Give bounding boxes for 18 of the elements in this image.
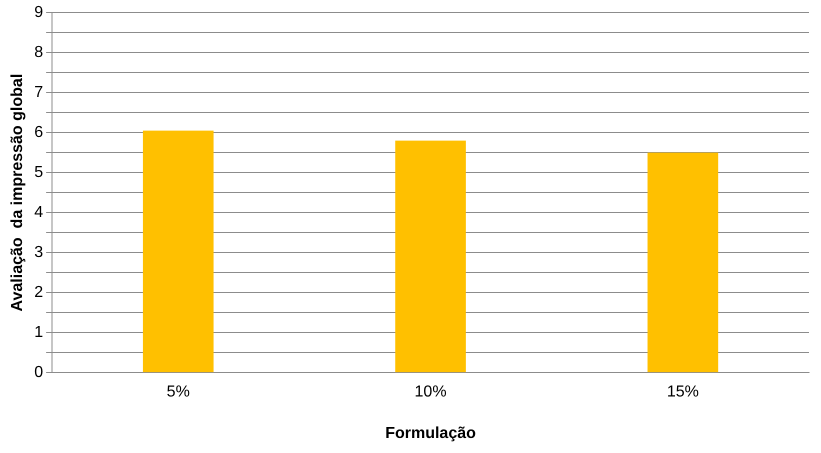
y-tick-label: 4 <box>34 204 44 222</box>
x-axis-title: Formulação <box>385 424 476 442</box>
y-tick-label: 5 <box>34 164 44 182</box>
x-tick-label: 5% <box>166 384 190 401</box>
y-axis-title: Avaliação da impressão global <box>9 74 26 312</box>
y-tick-label: 0 <box>34 364 44 382</box>
bar <box>648 152 718 372</box>
y-tick-label: 7 <box>34 84 44 102</box>
bar <box>142 130 214 372</box>
y-tick-label: 6 <box>34 124 44 142</box>
bar <box>395 140 466 372</box>
y-tick-label: 2 <box>34 284 44 302</box>
y-tick-label: 3 <box>34 244 44 262</box>
y-tick-label: 8 <box>34 44 44 62</box>
x-tick-label: 10% <box>414 384 447 401</box>
x-tick-label: 15% <box>666 384 699 401</box>
y-tick-label: 9 <box>34 4 44 22</box>
y-tick-label: 1 <box>34 324 44 342</box>
